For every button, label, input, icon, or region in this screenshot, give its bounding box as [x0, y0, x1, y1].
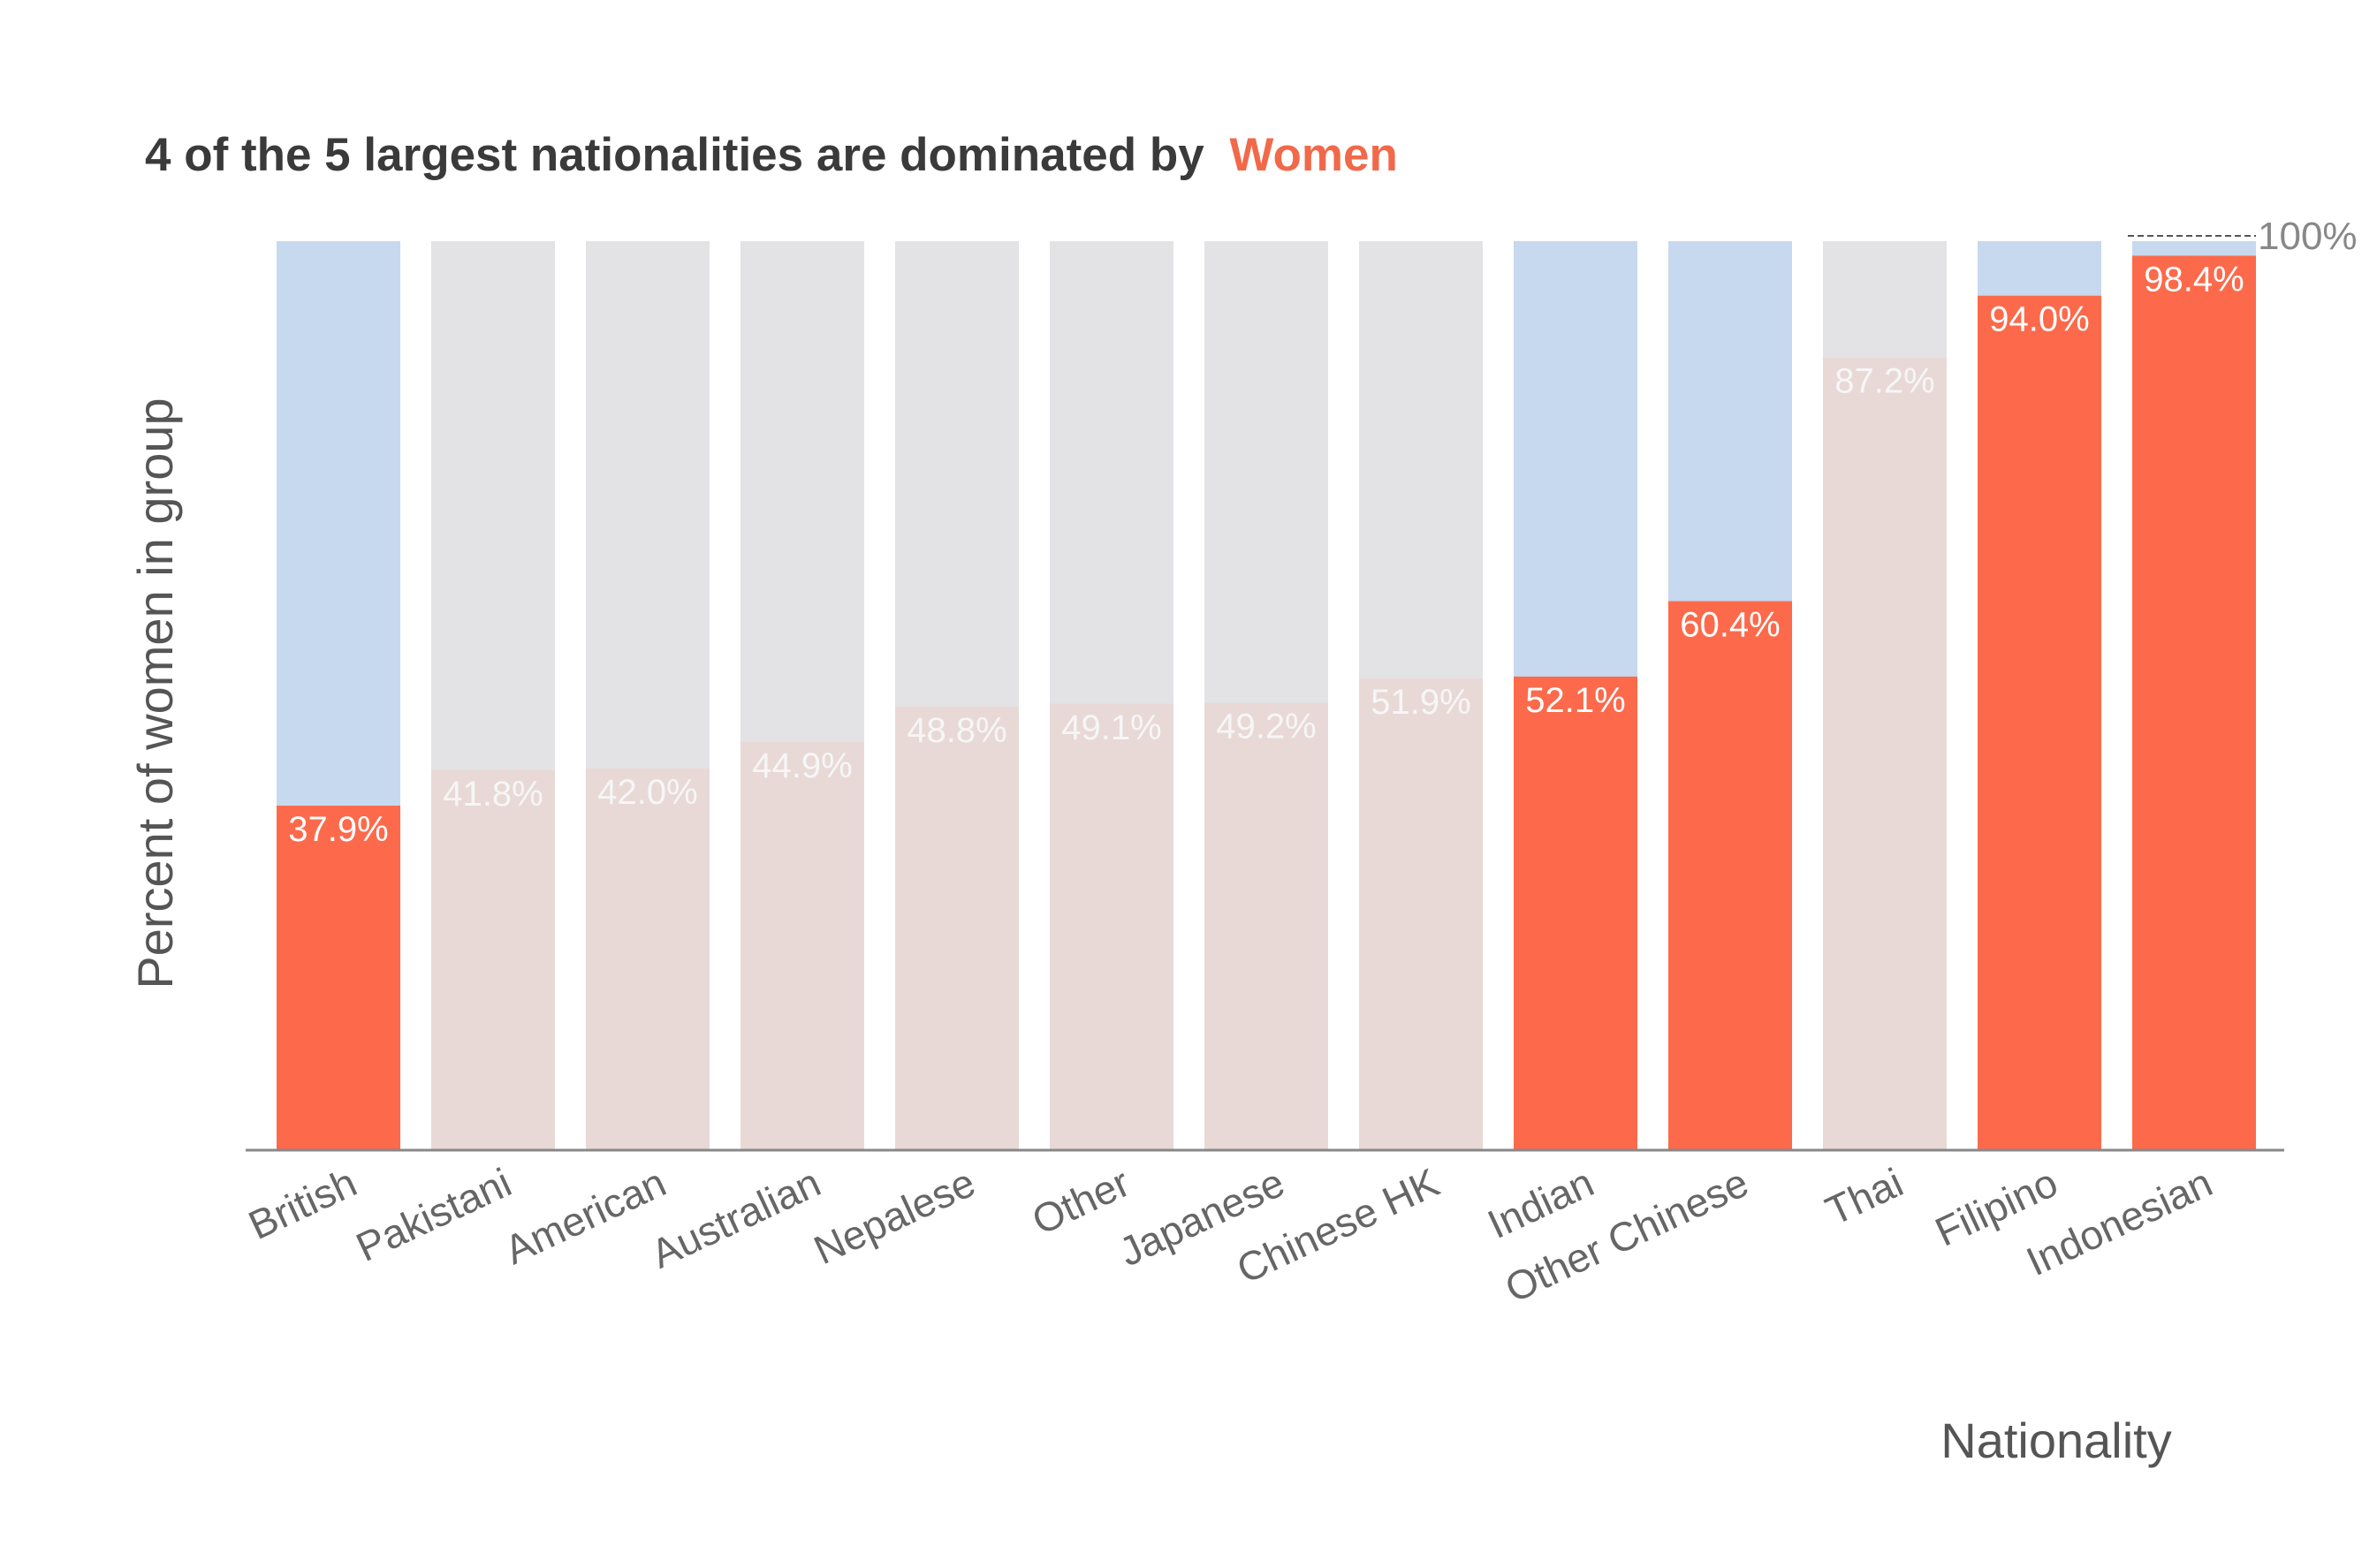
data-label-filipino: 94.0%	[1989, 300, 2089, 339]
bar-australian	[740, 741, 864, 1150]
chart-title: 4 of the 5 largest nationalities are dom…	[145, 129, 1398, 181]
chart-title-main: 4 of the 5 largest nationalities are dom…	[145, 129, 1204, 181]
bar-indonesian	[2132, 255, 2256, 1150]
reference-line-group: 100%	[2128, 215, 2358, 258]
bar-other-chinese	[1668, 601, 1792, 1150]
data-label-american: 42.0%	[597, 773, 697, 812]
data-label-other-chinese: 60.4%	[1680, 605, 1780, 644]
x-axis-title: Nationality	[1940, 1413, 2171, 1468]
x-tick-pakistani: Pakistani	[349, 1159, 518, 1270]
bar-thai	[1823, 357, 1947, 1150]
data-label-thai: 87.2%	[1834, 362, 1934, 401]
x-tick-nepalese: Nepalese	[807, 1159, 982, 1273]
data-labels: 37.9% 41.8% 42.0% 44.9% 48.8% 49.1% 49.2% 51.9%…	[288, 260, 2244, 849]
bar-other	[1050, 703, 1173, 1150]
x-tick-british: British	[241, 1159, 363, 1248]
data-label-other: 49.1%	[1061, 708, 1161, 747]
bar-indian	[1514, 676, 1637, 1150]
bar-pakistani	[431, 769, 555, 1150]
data-label-british: 37.9%	[288, 810, 388, 849]
data-label-indian: 52.1%	[1525, 681, 1625, 720]
data-label-indonesian: 98.4%	[2144, 260, 2244, 299]
data-label-chinese-hk: 51.9%	[1371, 683, 1470, 722]
y-axis-title: Percent of women in group	[127, 398, 183, 989]
bar-filipino	[1978, 295, 2101, 1150]
data-label-nepalese: 48.8%	[907, 711, 1006, 750]
bar-american	[586, 768, 710, 1150]
data-label-pakistani: 41.8%	[443, 775, 543, 814]
chart-title-highlight: Women	[1229, 129, 1397, 181]
bars	[277, 255, 2256, 1150]
x-tick-australian: Australian	[644, 1159, 827, 1277]
x-tick-labels: BritishPakistaniAmericanAustralianNepale…	[241, 1159, 2219, 1312]
bar-british	[277, 806, 400, 1150]
data-label-japanese: 49.2%	[1216, 708, 1316, 746]
x-tick-thai: Thai	[1819, 1159, 1910, 1234]
reference-line-label: 100%	[2258, 215, 2358, 258]
bar-japanese	[1204, 702, 1328, 1150]
x-tick-american: American	[497, 1159, 672, 1273]
bar-nepalese	[895, 706, 1019, 1150]
data-label-australian: 44.9%	[752, 746, 852, 785]
bar-chinese-hk	[1359, 678, 1483, 1150]
